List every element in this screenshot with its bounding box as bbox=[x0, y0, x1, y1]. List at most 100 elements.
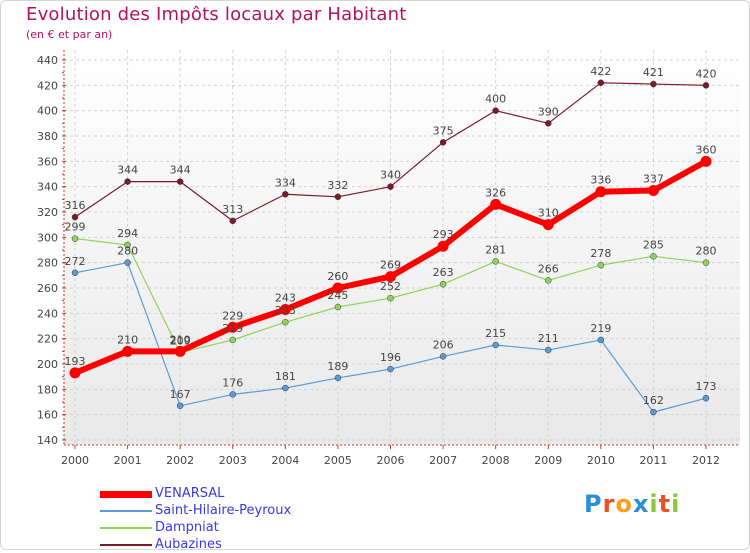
data-label: 167 bbox=[170, 388, 191, 401]
data-label: 310 bbox=[538, 207, 559, 220]
legend-label: Aubazines bbox=[155, 537, 222, 552]
data-point bbox=[700, 155, 712, 167]
x-tick-label: 2012 bbox=[692, 454, 720, 467]
data-point bbox=[439, 280, 447, 288]
data-label: 336 bbox=[590, 174, 611, 187]
legend-swatch bbox=[100, 490, 152, 498]
data-label: 400 bbox=[485, 93, 506, 106]
data-label: 422 bbox=[590, 65, 611, 78]
logo-letter: x bbox=[632, 490, 650, 518]
data-point bbox=[545, 120, 552, 127]
x-tick-label: 2000 bbox=[61, 454, 89, 467]
y-tick-label: 200 bbox=[37, 358, 58, 371]
data-label: 229 bbox=[222, 309, 243, 322]
logo-letter: o bbox=[615, 490, 633, 518]
data-point bbox=[597, 79, 605, 87]
data-point bbox=[282, 384, 289, 392]
legend-item: VENARSAL bbox=[100, 485, 360, 502]
data-label: 196 bbox=[380, 351, 401, 364]
axes: 140 160 180 200 220 240 260 280 300 320 340 360 380 4… bbox=[37, 50, 740, 467]
x-tick-label: 2006 bbox=[377, 454, 405, 467]
data-labels: 272 280 167 176 181 189 196 206 215 211 219 162 173 2… bbox=[65, 65, 717, 407]
data-label: 219 bbox=[222, 322, 243, 335]
data-label: 266 bbox=[538, 262, 559, 275]
x-tick-label: 2011 bbox=[639, 454, 667, 467]
data-point bbox=[650, 253, 657, 260]
data-label: 420 bbox=[696, 67, 717, 80]
legend-swatch bbox=[100, 544, 152, 546]
data-label: 215 bbox=[485, 327, 506, 340]
data-label: 293 bbox=[433, 228, 454, 241]
data-point bbox=[387, 365, 394, 373]
data-point bbox=[545, 346, 552, 354]
data-label: 294 bbox=[117, 227, 138, 240]
data-label: 189 bbox=[327, 360, 348, 373]
data-label: 210 bbox=[170, 333, 191, 346]
data-label: 285 bbox=[643, 238, 664, 251]
data-label: 219 bbox=[590, 322, 611, 335]
y-tick-label: 260 bbox=[37, 282, 58, 295]
data-point bbox=[282, 318, 289, 326]
chart-subtitle: (en € et par an) bbox=[26, 28, 113, 41]
data-point bbox=[279, 304, 291, 316]
x-tick-label: 2003 bbox=[219, 454, 247, 467]
legend-label: Dampniat bbox=[155, 520, 219, 535]
data-point bbox=[124, 259, 131, 266]
data-label: 344 bbox=[117, 164, 138, 177]
data-label: 263 bbox=[433, 266, 454, 279]
data-label: 344 bbox=[170, 164, 191, 177]
x-tick-label: 2001 bbox=[114, 454, 142, 467]
y-tick-label: 320 bbox=[37, 206, 58, 219]
data-label: 260 bbox=[327, 270, 348, 283]
data-point bbox=[492, 341, 499, 349]
data-point bbox=[71, 213, 79, 221]
data-point bbox=[492, 107, 499, 114]
x-tick-label: 2009 bbox=[534, 454, 562, 467]
data-label: 316 bbox=[65, 199, 86, 212]
y-tick-label: 420 bbox=[37, 79, 58, 92]
data-label: 209 bbox=[170, 335, 191, 348]
logo-letter: t bbox=[658, 490, 672, 518]
data-point bbox=[597, 336, 605, 344]
data-point bbox=[71, 269, 79, 277]
data-point bbox=[334, 193, 342, 201]
y-tick-label: 160 bbox=[37, 409, 58, 422]
y-tick-label: 400 bbox=[37, 105, 58, 118]
data-label: 173 bbox=[696, 380, 717, 393]
y-tick-label: 180 bbox=[37, 383, 58, 396]
data-label: 375 bbox=[433, 124, 454, 137]
data-point bbox=[702, 82, 710, 89]
data-label: 332 bbox=[327, 179, 348, 192]
y-tick-label: 240 bbox=[37, 307, 58, 320]
y-tick-label: 380 bbox=[37, 130, 58, 143]
data-label: 334 bbox=[275, 176, 296, 189]
data-label: 245 bbox=[327, 289, 348, 302]
data-point bbox=[650, 80, 657, 88]
data-label: 193 bbox=[65, 355, 86, 368]
series-lines bbox=[69, 79, 712, 416]
data-point bbox=[176, 178, 184, 185]
data-point bbox=[492, 258, 499, 265]
data-label: 162 bbox=[643, 394, 664, 407]
data-point bbox=[334, 303, 342, 311]
logo-letter: i bbox=[671, 490, 681, 518]
data-point bbox=[124, 241, 131, 249]
data-label: 299 bbox=[65, 221, 86, 234]
data-point bbox=[702, 259, 710, 266]
data-point bbox=[332, 282, 344, 294]
data-point bbox=[439, 353, 447, 360]
data-label: 269 bbox=[380, 259, 401, 272]
legend-item: Dampniat bbox=[100, 519, 360, 536]
y-tick-label: 360 bbox=[37, 155, 58, 168]
x-tick-label: 2007 bbox=[429, 454, 457, 467]
data-point bbox=[282, 191, 289, 198]
legend-swatch bbox=[100, 510, 152, 512]
data-label: 340 bbox=[380, 169, 401, 182]
x-tick-label: 2010 bbox=[587, 454, 615, 467]
data-point bbox=[387, 183, 394, 190]
y-tick-label: 140 bbox=[37, 434, 58, 447]
x-tick-label: 2002 bbox=[166, 454, 194, 467]
data-label: 281 bbox=[485, 243, 506, 256]
data-point bbox=[71, 235, 79, 242]
legend-label: Saint-Hilaire-Peyroux bbox=[155, 503, 292, 518]
